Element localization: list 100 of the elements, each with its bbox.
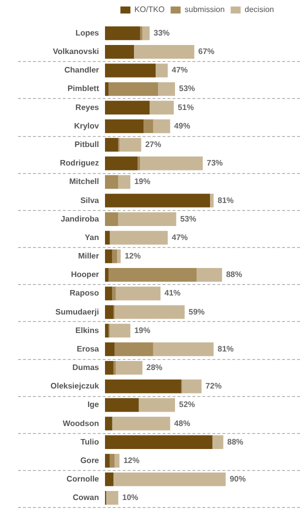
annotation: 90%	[230, 474, 246, 484]
y-tick-label: Miller	[78, 252, 99, 261]
bar	[212, 435, 224, 450]
y-tick-label: Ige	[87, 400, 100, 410]
bar	[140, 156, 203, 170]
y-tick-label: Raposo	[70, 288, 100, 298]
bar	[106, 491, 118, 505]
annotation: 52%	[179, 400, 196, 410]
y-tick-label: Hooper	[71, 270, 99, 280]
bar	[112, 286, 116, 300]
annotation: 67%	[198, 47, 214, 56]
annotation: 88%	[227, 437, 244, 446]
bar	[105, 175, 118, 189]
bar	[113, 472, 226, 486]
y-tick-label: Sumudaerji	[55, 307, 99, 316]
y-tick-label: Volkanovski	[52, 47, 99, 56]
bar	[114, 454, 120, 468]
y-tick-label: Tulio	[80, 437, 100, 446]
y-tick-label: Chandler	[64, 66, 99, 75]
bar	[114, 305, 185, 319]
bar	[105, 398, 139, 412]
bar	[112, 249, 118, 264]
annotation: 19%	[134, 177, 150, 186]
bar	[105, 454, 110, 468]
annotation: 47%	[172, 66, 188, 75]
bar	[105, 342, 115, 356]
bar	[105, 119, 144, 134]
legend-label: KO/TKO	[134, 5, 165, 14]
bar	[105, 360, 114, 375]
bar	[105, 64, 156, 78]
bar	[105, 435, 212, 450]
bar	[105, 212, 118, 226]
bar	[105, 82, 109, 96]
bar	[142, 26, 150, 40]
bar	[182, 380, 202, 394]
bar	[105, 286, 112, 300]
bar	[117, 249, 121, 264]
annotation: 12%	[124, 252, 141, 261]
bar	[150, 100, 174, 114]
bar	[105, 268, 109, 282]
y-tick-label: Gore	[80, 456, 100, 465]
bar	[116, 286, 161, 300]
annotation: 41%	[164, 288, 181, 298]
y-tick-label: Jandiroba	[60, 214, 100, 224]
bar	[113, 360, 116, 375]
bar	[105, 249, 112, 264]
annotation: 10%	[122, 493, 138, 502]
annotation: 28%	[146, 363, 162, 372]
y-tick-label: Pimblett	[67, 84, 100, 94]
bar	[105, 26, 140, 40]
bar	[105, 380, 182, 394]
bar	[105, 305, 114, 319]
bar	[153, 119, 170, 134]
bar	[196, 268, 222, 282]
bar	[210, 194, 214, 208]
annotation: 53%	[179, 84, 196, 94]
bar	[105, 45, 134, 59]
bar	[110, 324, 130, 338]
y-tick-label: Pitbull	[74, 140, 99, 150]
y-tick-label: Krylov	[74, 121, 100, 130]
bar	[108, 268, 197, 282]
bar	[116, 360, 142, 375]
bar	[119, 138, 142, 152]
y-tick-label: Yan	[84, 232, 100, 242]
bar	[144, 119, 154, 134]
annotation: 72%	[206, 382, 222, 391]
annotation: 73%	[206, 158, 223, 168]
bar	[105, 194, 210, 208]
bar	[105, 138, 118, 152]
annotation: 27%	[145, 140, 162, 150]
bar	[114, 342, 154, 356]
annotation: 33%	[154, 28, 170, 38]
annotation: 59%	[188, 307, 205, 316]
y-tick-label: Lopes	[75, 28, 100, 38]
y-tick-label: Woodson	[62, 418, 100, 428]
y-tick-label: Rodriguez	[60, 158, 99, 168]
annotation: 88%	[226, 270, 242, 280]
annotation: 81%	[218, 344, 234, 354]
bar	[105, 324, 109, 338]
bar	[118, 175, 130, 189]
bar	[153, 342, 214, 356]
y-tick-label: Erosa	[76, 344, 100, 354]
y-tick-label: Dumas	[72, 363, 100, 372]
annotation: 51%	[178, 102, 194, 112]
bar	[105, 156, 138, 170]
bar	[110, 454, 115, 468]
bar	[105, 416, 112, 430]
y-tick-label: Reyes	[75, 102, 100, 112]
y-tick-label: Mitchell	[69, 177, 99, 186]
bar	[108, 82, 158, 96]
annotation: 48%	[174, 418, 190, 428]
annotation: 19%	[134, 326, 150, 335]
bar	[134, 45, 194, 59]
annotation: 12%	[123, 456, 140, 465]
annotation: 47%	[172, 232, 188, 242]
bar	[118, 212, 176, 226]
bar	[105, 230, 110, 245]
bar	[105, 100, 150, 114]
y-tick-label: Elkins	[75, 326, 100, 335]
bar	[110, 230, 168, 245]
